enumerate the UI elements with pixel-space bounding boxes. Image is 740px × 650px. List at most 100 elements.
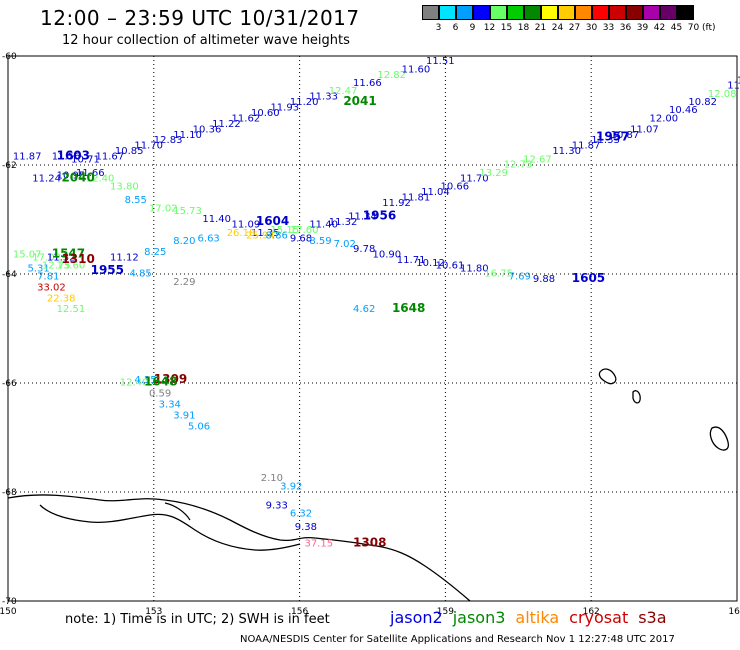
wave-height-label: 12.75 bbox=[42, 261, 71, 272]
wave-height-label: 11.35 bbox=[251, 228, 280, 239]
wave-height-label: 17.02 bbox=[32, 252, 61, 263]
wave-height-label: 7.02 bbox=[334, 239, 356, 250]
credit-line: NOAA/NESDIS Center for Satellite Applica… bbox=[240, 634, 675, 645]
wave-height-label: 12.08 bbox=[708, 89, 737, 100]
wave-height-label: 11.87 bbox=[572, 141, 601, 152]
pass-time-label: 1310 bbox=[61, 252, 94, 266]
wave-height-label: 9.33 bbox=[266, 500, 288, 511]
wave-height-label: 6.32 bbox=[290, 509, 312, 520]
wave-height-label: 11.10 bbox=[173, 130, 202, 141]
lat-tick-label: -66 bbox=[2, 379, 17, 389]
wave-height-label: 15.73 bbox=[173, 206, 202, 217]
pass-time-label: 1648 bbox=[392, 301, 425, 315]
wave-height-label: 37.15 bbox=[304, 539, 333, 550]
wave-height-label: 11.22 bbox=[212, 119, 241, 130]
page-subtitle: 12 hour collection of altimeter wave hei… bbox=[62, 33, 350, 48]
wave-height-label: 10.87 bbox=[611, 130, 640, 141]
wave-height-label: 12.83 bbox=[154, 135, 183, 146]
wave-height-label: 11.66 bbox=[76, 168, 105, 179]
color-swatch-label: 3 bbox=[435, 23, 442, 33]
wave-height-label: 8.25 bbox=[144, 247, 166, 258]
color-swatch bbox=[473, 5, 490, 20]
color-swatch-label: 39 bbox=[636, 23, 649, 33]
wave-height-label: 16.75 bbox=[484, 269, 513, 280]
wave-height-label: 25.94 bbox=[246, 231, 275, 242]
wave-height-label: 11.62 bbox=[232, 113, 261, 124]
wave-height-label: 2.29 bbox=[173, 277, 195, 288]
color-swatch-label: 15 bbox=[500, 23, 513, 33]
color-swatch bbox=[422, 5, 439, 20]
wave-height-label: 11.67 bbox=[95, 152, 124, 163]
color-swatch-label: 36 bbox=[619, 23, 632, 33]
legend-item-s3a: s3a bbox=[638, 608, 667, 627]
wave-height-label: 11.51 bbox=[426, 56, 455, 67]
color-swatch bbox=[439, 5, 456, 20]
wave-height-label: 9.88 bbox=[533, 274, 555, 285]
wave-height-label: 10.60 bbox=[251, 108, 280, 119]
wave-height-label: 9.38 bbox=[295, 522, 317, 533]
wave-height-label: 9.68 bbox=[290, 233, 312, 244]
legend-item-cryosat: cryosat bbox=[569, 608, 629, 627]
wave-height-label: 10.46 bbox=[669, 105, 698, 116]
island bbox=[709, 426, 730, 451]
wave-height-label: 11.24 bbox=[32, 173, 61, 184]
wave-height-label: 12.73 bbox=[504, 160, 533, 171]
wave-height-label: 10.66 bbox=[441, 182, 470, 193]
wave-height-label: 11.33 bbox=[591, 135, 620, 146]
wave-height-label: 6.63 bbox=[198, 233, 220, 244]
lat-tick-label: -62 bbox=[2, 161, 17, 171]
color-swatch bbox=[643, 5, 660, 20]
wave-height-label: 10.61 bbox=[436, 261, 465, 272]
pass-time-label: 2040 bbox=[61, 170, 94, 184]
wave-height-label: 22.38 bbox=[47, 293, 76, 304]
wave-height-label: 13.60 bbox=[57, 261, 86, 272]
wave-height-label: 11.04 bbox=[421, 187, 450, 198]
color-swatch-label: 18 bbox=[517, 23, 530, 33]
wave-height-label: 4.85 bbox=[130, 269, 152, 280]
wave-height-label: 3.92 bbox=[280, 481, 302, 492]
wave-height-label: 12.51 bbox=[57, 304, 86, 315]
wave-height-label: 12.00 bbox=[650, 113, 679, 124]
wave-height-label: 9.78 bbox=[353, 244, 375, 255]
color-swatch-label: 42 bbox=[653, 23, 666, 33]
wave-height-label: 3.91 bbox=[173, 410, 195, 421]
wave-height-label: 5.06 bbox=[188, 421, 210, 432]
wave-height-label: 8.55 bbox=[125, 195, 147, 206]
wave-height-label: 12.82 bbox=[377, 70, 406, 81]
lon-tick-label: 165 bbox=[728, 607, 740, 617]
wave-height-label: 10.36 bbox=[193, 124, 222, 135]
island bbox=[598, 368, 617, 385]
wave-height-label: 11.20 bbox=[290, 97, 319, 108]
axis-tick-labels: 150 153 156 159 162 165 -60 -62 -64 -66 -68 -70 bbox=[0, 52, 740, 617]
color-swatch bbox=[456, 5, 473, 20]
wave-height-label: 11 bbox=[737, 75, 740, 86]
wave-height-label: 12.67 bbox=[523, 154, 552, 165]
pass-time-label: 1603 bbox=[57, 149, 90, 163]
legend-item-altika: altika bbox=[515, 608, 560, 627]
pass-time-label: 1957 bbox=[596, 129, 629, 143]
wave-height-label: 13.29 bbox=[479, 168, 508, 179]
color-swatch-label: 6 bbox=[452, 23, 459, 33]
wave-height-label: 3.34 bbox=[159, 400, 181, 411]
lon-tick-label: 159 bbox=[437, 607, 454, 617]
color-swatch bbox=[660, 5, 677, 20]
lat-tick-label: -68 bbox=[2, 488, 17, 498]
lon-tick-label: 162 bbox=[583, 607, 600, 617]
wave-height-label: 12.40 bbox=[86, 173, 115, 184]
color-swatch bbox=[626, 5, 643, 20]
wave-height-label: 11.58 bbox=[727, 81, 740, 92]
wave-height-label: 11.40 bbox=[202, 214, 231, 225]
wave-height-label: 0.59 bbox=[149, 389, 171, 400]
wave-height-label: 11.66 bbox=[353, 78, 382, 89]
wave-height-label: 11.60 bbox=[402, 64, 431, 75]
wave-height-label: 11.40 bbox=[309, 220, 338, 231]
pass-time-label: 1955 bbox=[91, 263, 124, 277]
color-swatch bbox=[524, 5, 541, 20]
wave-height-label: 17.02 bbox=[149, 203, 178, 214]
color-swatch-label: 27 bbox=[568, 23, 581, 33]
legend-item-jason3: jason3 bbox=[452, 608, 506, 627]
legend-item-jason2: jason2 bbox=[390, 608, 443, 627]
color-swatch-label: 70 bbox=[687, 23, 700, 33]
pass-time-label: 1648 bbox=[144, 375, 177, 389]
lat-tick-label: -64 bbox=[2, 270, 17, 280]
